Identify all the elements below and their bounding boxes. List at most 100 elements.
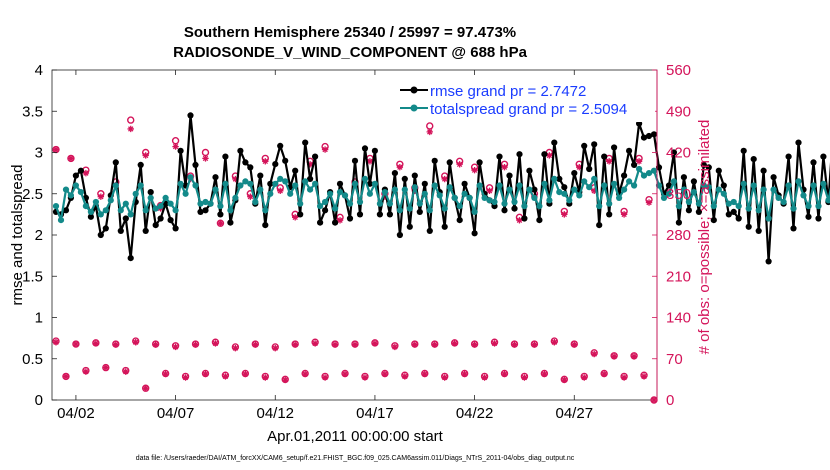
x-tick-label: 04/22 [456, 405, 494, 422]
obs-assimilated-point-shape [247, 193, 254, 200]
obs-assimilated-point [222, 373, 229, 380]
obs-assimilated-point [571, 341, 578, 348]
obs-assimilated-point [232, 344, 239, 352]
spread-point [446, 184, 453, 191]
obs-assimilated-point [272, 344, 279, 352]
obs-assimilated-point [610, 353, 618, 360]
rmse-point [750, 156, 757, 163]
spread-point [351, 180, 359, 187]
rmse-point [596, 222, 603, 229]
obs-assimilated-point [401, 373, 409, 380]
obs-assimilated-point [102, 364, 110, 371]
rmse-point [446, 159, 453, 166]
obs-assimilated-point-shape [132, 339, 139, 346]
rmse-point [152, 222, 159, 229]
spread-point [491, 198, 498, 206]
spread-point [152, 205, 159, 212]
rmse-point [127, 255, 134, 262]
spread-point [267, 190, 274, 197]
obs-assimilated-point-shape [441, 175, 448, 183]
rmse-point [820, 153, 827, 160]
spread-point [621, 186, 628, 193]
obs-assimilated-point-shape [546, 152, 553, 159]
y-tick-label: 4 [35, 62, 43, 79]
spread-point [631, 182, 638, 189]
obs-assimilated-point-shape [366, 158, 374, 165]
spread-series-line [54, 167, 830, 222]
spread-point [277, 175, 284, 182]
spread-point [341, 192, 349, 199]
obs-assimilated-point [172, 143, 179, 150]
spread-point [820, 180, 827, 187]
rmse-point [591, 141, 598, 148]
spread-point [780, 198, 787, 206]
spread-point [292, 182, 299, 189]
y2-tick-label: 350 [666, 186, 691, 203]
rmse-point [536, 217, 543, 224]
rmse-point [317, 219, 324, 226]
x-tick-label: 04/07 [157, 405, 195, 422]
spread-point [272, 180, 279, 187]
rmse-point [351, 157, 359, 164]
obs-assimilated-point-shape [421, 370, 428, 378]
obs-assimilated-point [202, 370, 209, 378]
rmse-point [441, 223, 448, 230]
obs-assimilated-point [576, 164, 583, 171]
spread-point [57, 217, 65, 224]
spread-point [536, 203, 543, 210]
obs-assimilated-point-shape [411, 341, 419, 348]
y-tick-label: 3.5 [22, 103, 43, 120]
spread-point [770, 186, 777, 193]
obs-assimilated-point-shape [142, 152, 149, 159]
spread-point [132, 190, 139, 197]
obs-assimilated-point-shape [52, 146, 60, 153]
spread-point [312, 180, 319, 187]
rmse-point [561, 184, 568, 191]
spread-point [576, 192, 583, 199]
rmse-point [401, 175, 408, 182]
obs-assimilated-point [182, 374, 189, 381]
obs-assimilated-point-shape [262, 158, 269, 165]
obs-assimilated-point [541, 370, 548, 378]
rmse-point [237, 147, 244, 154]
obs-assimilated-point-shape [391, 343, 399, 351]
rmse-point [790, 225, 797, 232]
y-axis-label: rmse and totalspread [9, 165, 26, 306]
spread-point [252, 198, 259, 206]
obs-assimilated-point-shape [97, 193, 105, 200]
rmse-point [212, 174, 219, 181]
rmse-point [366, 180, 373, 187]
obs-assimilated-point-shape [291, 214, 299, 221]
obs-assimilated-point-shape [401, 373, 409, 380]
spread-point [416, 200, 423, 207]
spread-point [197, 200, 204, 207]
obs-assimilated-point-shape [127, 125, 134, 133]
rmse-point [72, 172, 79, 179]
obs-assimilated-point [52, 146, 60, 153]
obs-assimilated-point-shape [610, 353, 618, 360]
obs-assimilated-point-shape [182, 374, 189, 381]
spread-point [92, 198, 99, 206]
x-axis-label: Apr.01,2011 00:00:00 start [267, 428, 444, 445]
obs-assimilated-point-shape [620, 211, 628, 218]
spread-point [112, 182, 119, 189]
obs-assimilated-point [306, 161, 314, 168]
obs-assimilated-point [291, 214, 299, 221]
spread-point [531, 194, 538, 201]
obs-assimilated-point-shape [242, 370, 249, 378]
rmse-point [247, 164, 254, 171]
obs-assimilated-point [67, 155, 75, 162]
obs-assimilated-point-shape [561, 376, 568, 384]
obs-assimilated-point [366, 158, 374, 165]
obs-assimilated-point [516, 217, 523, 224]
spread-point [82, 203, 89, 210]
y2-tick-label: 140 [666, 310, 691, 327]
obs-assimilated-point-shape [531, 341, 538, 348]
rmse-point [735, 215, 742, 222]
spread-point [222, 180, 229, 187]
spread-point [327, 190, 334, 197]
obs-assimilated-point-shape [341, 370, 349, 378]
spread-point [606, 200, 613, 207]
obs-assimilated-point [142, 385, 149, 392]
obs-assimilated-point-shape [82, 368, 90, 375]
